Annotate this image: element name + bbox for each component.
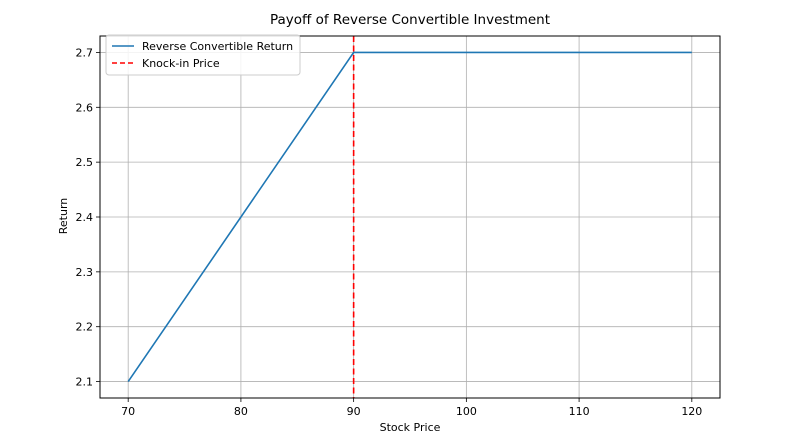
chart-title: Payoff of Reverse Convertible Investment <box>270 12 550 28</box>
x-axis-label: Stock Price <box>380 421 441 432</box>
y-tick-label: 2.3 <box>76 266 94 279</box>
x-tick-label: 90 <box>347 405 361 418</box>
legend: Reverse Convertible Return Knock-in Pric… <box>105 34 301 76</box>
x-tick-label: 110 <box>569 405 590 418</box>
y-tick-label: 2.1 <box>76 376 94 389</box>
y-tick-label: 2.7 <box>76 46 94 59</box>
y-tick-label: 2.4 <box>76 211 94 224</box>
legend-label-return: Reverse Convertible Return <box>142 40 293 53</box>
legend-label-knock-in: Knock-in Price <box>142 57 220 70</box>
y-axis-label: Return <box>57 198 70 235</box>
axis-ticks: 70 80 90 100 110 120 2.1 2.2 2.3 2.4 2.5 2.6 2.7 <box>76 46 703 418</box>
x-tick-label: 100 <box>456 405 477 418</box>
x-tick-label: 80 <box>234 405 248 418</box>
series-line-reverse-convertible-return <box>127 51 692 383</box>
plot-series <box>127 36 692 398</box>
y-tick-label: 2.2 <box>76 321 94 334</box>
x-tick-label: 70 <box>121 405 135 418</box>
x-tick-label: 120 <box>681 405 702 418</box>
legend-box <box>105 34 301 76</box>
y-tick-label: 2.5 <box>76 156 94 169</box>
y-tick-label: 2.6 <box>76 101 94 114</box>
